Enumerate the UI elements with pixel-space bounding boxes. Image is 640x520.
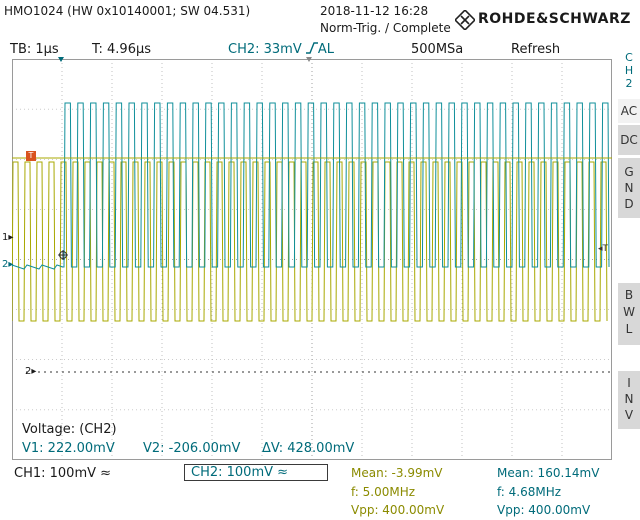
side-dc-button[interactable]: DC — [618, 125, 640, 155]
ch2-scale-readout[interactable]: CH2: 100mV ≈ — [184, 464, 328, 481]
device-model-info: HMO1024 (HW 0x10140001; SW 04.531) — [4, 4, 251, 18]
brand-logo: ROHDE&SCHWARZ — [478, 11, 631, 27]
cursor-crosshair-icon[interactable] — [58, 245, 68, 260]
cursor-v1: V1: 222.00mV — [22, 441, 115, 456]
waveform-display[interactable] — [12, 59, 612, 460]
cursor-delta-v: ΔV: 428.00mV — [262, 441, 355, 456]
trigger-status: Norm-Trig. / Complete — [320, 21, 451, 35]
ch2-trigger-readout[interactable]: CH2: 33mV AL — [228, 42, 334, 57]
ch1-vpp: Vpp: 400.00mV — [351, 503, 445, 517]
ch2-waveform — [12, 102, 610, 270]
ch2-vpp: Vpp: 400.00mV — [497, 503, 591, 517]
trigger-t-marker: ◂T — [598, 244, 609, 254]
cursor-panel-label: Voltage: (CH2) — [22, 422, 117, 437]
ch2-trace — [12, 102, 610, 270]
ch1-scale-readout[interactable]: CH1: 100mV ≈ — [14, 466, 112, 481]
ch1-waveform — [12, 161, 608, 322]
ch1-trace — [12, 161, 608, 322]
center-marker-icon — [306, 57, 312, 62]
trigger-level-marker-icon[interactable]: T — [26, 151, 36, 161]
trigger-time-readout[interactable]: T: 4.96µs — [92, 42, 152, 57]
side-ac-button[interactable]: AC — [618, 99, 640, 123]
cursor-v2: V2: -206.00mV — [143, 441, 241, 456]
sample-rate-readout: 500MSa — [411, 42, 464, 57]
rising-edge-icon — [305, 42, 318, 54]
trigger-position-icon[interactable] — [58, 57, 64, 62]
acquisition-mode[interactable]: Refresh — [511, 42, 561, 57]
ch2-trigger-level: CH2: 33mV — [228, 42, 302, 57]
date-time: 2018-11-12 16:28 — [320, 4, 429, 18]
ch2-reference-marker: 2▸ — [25, 366, 37, 377]
ch1-marker[interactable]: 1▸ — [2, 232, 14, 243]
ch2-trigger-mode: AL — [317, 42, 335, 57]
timebase-readout[interactable]: TB: 1µs — [10, 42, 59, 57]
ch2-marker[interactable]: 2▸ — [2, 259, 14, 270]
ch1-frequency: f: 5.00MHz — [351, 485, 416, 499]
ch2-mean: Mean: 160.14mV — [497, 466, 600, 480]
rs-logo-icon — [453, 8, 477, 32]
ch1-mean: Mean: -3.99mV — [351, 466, 443, 480]
ch2-frequency: f: 4.68MHz — [497, 485, 562, 499]
